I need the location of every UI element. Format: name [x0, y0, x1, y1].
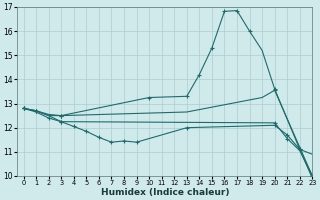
X-axis label: Humidex (Indice chaleur): Humidex (Indice chaleur)	[100, 188, 229, 197]
